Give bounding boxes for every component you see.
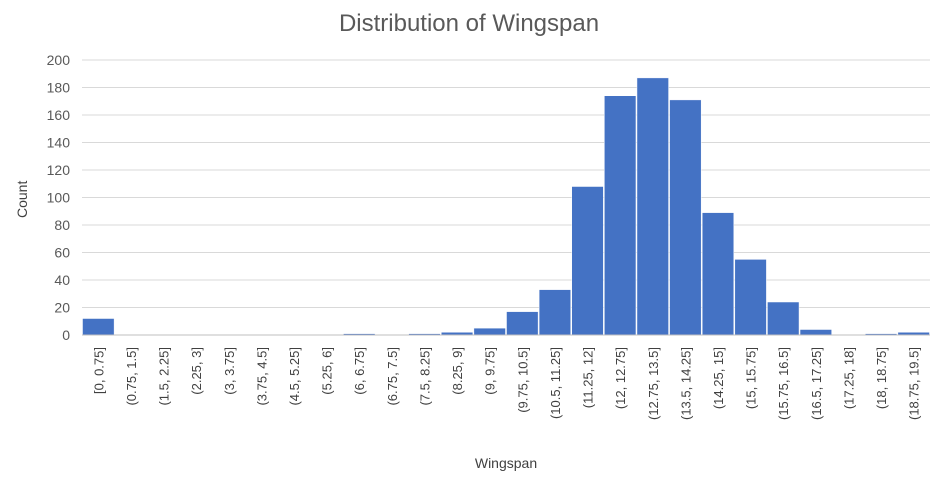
x-tick-label: (0.75, 1.5] bbox=[124, 347, 139, 406]
x-tick-label: (15, 15.75] bbox=[744, 347, 759, 409]
bar bbox=[636, 77, 669, 336]
bar bbox=[799, 329, 832, 336]
bar bbox=[604, 95, 637, 336]
x-tick-label: (13.5, 14.25] bbox=[678, 347, 693, 420]
y-tick-label: 80 bbox=[54, 217, 70, 233]
bar bbox=[701, 212, 735, 336]
bar bbox=[571, 186, 604, 336]
x-tick-label: (3, 3.75] bbox=[222, 347, 237, 395]
x-tick-label: (14.25, 15] bbox=[711, 347, 726, 409]
y-tick-label: 120 bbox=[47, 162, 71, 178]
x-tick-label: (6, 6.75] bbox=[352, 347, 367, 395]
x-tick-label: (17.25, 18] bbox=[841, 347, 856, 409]
x-tick-label: [0, 0.75] bbox=[91, 347, 106, 394]
y-tick-label: 60 bbox=[54, 245, 70, 261]
bar bbox=[82, 318, 115, 336]
x-axis-label: Wingspan bbox=[474, 455, 538, 471]
y-tick-label: 140 bbox=[47, 135, 71, 151]
x-tick-label: (9, 9.75] bbox=[483, 347, 498, 395]
bar bbox=[473, 327, 506, 336]
x-tick-label: (7.5, 8.25] bbox=[417, 347, 432, 406]
x-tick-label: (12, 12.75] bbox=[613, 347, 628, 409]
x-tick-label: (5.25, 6] bbox=[320, 347, 335, 395]
y-tick-label: 160 bbox=[47, 107, 71, 123]
bar bbox=[767, 301, 800, 336]
y-tick-label: 100 bbox=[47, 190, 71, 206]
x-tick-label: (12.75, 13.5] bbox=[646, 347, 661, 420]
x-tick-label: (6.75, 7.5] bbox=[385, 347, 400, 406]
y-tick-label: 0 bbox=[62, 327, 70, 343]
x-tick-label: (10.5, 11.25] bbox=[548, 347, 563, 419]
bar bbox=[538, 289, 571, 336]
x-tick-label: (11.25, 12] bbox=[581, 347, 596, 408]
y-tick-label: 40 bbox=[54, 272, 70, 288]
bar bbox=[669, 99, 702, 336]
chart-title: Distribution of Wingspan bbox=[338, 10, 600, 37]
x-tick-label: (4.5, 5.25] bbox=[287, 347, 302, 406]
x-tick-label: (3.75, 4.5] bbox=[254, 347, 269, 406]
y-tick-label: 200 bbox=[47, 52, 71, 68]
x-tick-label: (18, 18.75] bbox=[874, 347, 889, 409]
bar bbox=[506, 311, 539, 336]
y-tick-label: 20 bbox=[54, 300, 70, 316]
x-tick-label: (2.25, 3] bbox=[189, 347, 204, 395]
x-tick-label: (15.75, 16.5] bbox=[776, 347, 791, 420]
x-tick-label: (9.75, 10.5] bbox=[515, 347, 530, 413]
y-tick-label: 180 bbox=[47, 80, 71, 96]
x-tick-label: (18.75, 19.5] bbox=[907, 347, 922, 420]
x-tick-label: (1.5, 2.25] bbox=[157, 347, 172, 406]
x-tick-label: (16.5, 17.25] bbox=[809, 347, 824, 420]
x-tick-label: (8.25, 9] bbox=[450, 347, 465, 395]
bar bbox=[734, 259, 767, 336]
